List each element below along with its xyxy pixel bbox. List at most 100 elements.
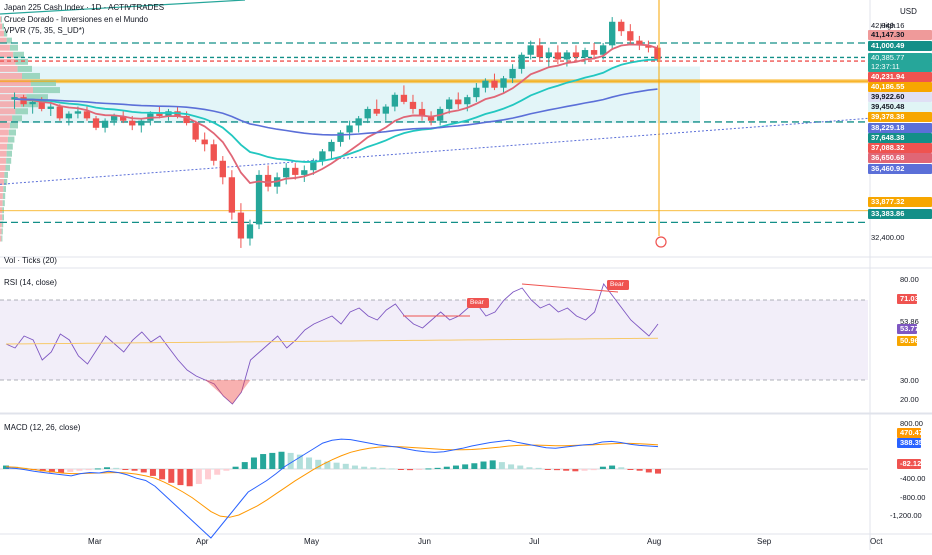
candle-body — [310, 160, 317, 171]
candle-body — [74, 111, 82, 114]
x-tick-jul: Jul — [529, 537, 540, 546]
price-scale-label: 37,088.32 — [868, 143, 932, 153]
macd-histogram-bar — [287, 452, 294, 469]
macd-histogram-bar — [480, 461, 487, 469]
vpvr-down-bar — [0, 207, 3, 214]
vpvr-down-bar — [0, 87, 33, 94]
macd-histogram-bar — [232, 466, 239, 469]
volume-legend[interactable]: Vol · Ticks (20) — [4, 256, 57, 265]
candle-body — [183, 116, 190, 124]
x-tick-oct: Oct — [870, 537, 883, 546]
candle-body — [201, 139, 208, 145]
macd-histogram-bar — [379, 467, 386, 469]
vpvr-down-bar — [0, 157, 7, 164]
vpvr-down-bar — [0, 30, 4, 37]
macd-histogram-bar — [342, 463, 349, 469]
vpvr-up-bar — [15, 108, 28, 115]
indicator-vpvr[interactable]: VPVR (75, 35, S_UD*) — [4, 26, 85, 35]
indicator-golden-cross[interactable]: Cruce Dorado - Inversiones en el Mundo — [4, 15, 149, 24]
vpvr-down-bar — [0, 129, 9, 136]
candle-body — [400, 94, 408, 102]
vpvr-down-bar — [0, 101, 21, 108]
candle-body — [11, 97, 18, 100]
macd-histogram-bar — [306, 457, 313, 469]
macd-legend[interactable]: MACD (12, 26, close) — [4, 423, 81, 432]
vpvr-down-bar — [0, 115, 13, 122]
macd-tick: -800.00 — [900, 493, 926, 502]
vpvr-down-bar — [0, 221, 2, 228]
vpvr-down-bar — [0, 200, 3, 207]
macd-histogram-bar — [508, 464, 515, 469]
candle-body — [301, 170, 308, 175]
x-tick-may: May — [304, 537, 320, 546]
macd-histogram-bar — [85, 469, 92, 471]
symbol-title[interactable]: Japan 225 Cash Index · 1D · ACTIVTRADES — [4, 3, 165, 12]
candle-body — [581, 50, 589, 58]
price-scale-label: 42,049.16 — [871, 21, 905, 30]
macd-current-label: -82.12 — [897, 459, 921, 469]
macd-histogram-bar — [195, 469, 202, 484]
macd-histogram-bar — [425, 468, 432, 470]
vpvr-up-bar — [22, 72, 40, 79]
macd-histogram-bar — [351, 465, 358, 469]
macd-histogram-bar — [407, 469, 414, 471]
vpvr-up-bar — [15, 58, 28, 65]
candle-body — [47, 106, 54, 109]
bear-label-box — [467, 298, 489, 308]
rsi-oversold-fill — [205, 380, 251, 404]
vpvr-up-bar — [2, 193, 6, 200]
vpvr-up-bar — [30, 80, 56, 87]
macd-histogram-bar — [250, 457, 257, 469]
currency-label[interactable]: USD — [900, 7, 917, 16]
vpvr-down-bar — [0, 228, 2, 235]
candle-body — [120, 116, 127, 121]
macd-histogram-bar — [48, 469, 55, 473]
vpvr-down-bar — [0, 108, 16, 115]
price-scale-label: 40,231.94 — [868, 72, 932, 82]
candle-body — [599, 45, 607, 55]
macd-histogram-bar — [39, 469, 46, 472]
vpvr-down-bar — [0, 193, 3, 200]
vpvr-up-bar — [9, 44, 18, 51]
candle-body — [654, 47, 661, 60]
vpvr-down-bar — [0, 178, 4, 185]
macd-histogram-bar — [563, 469, 570, 471]
price-scale-label: 12:37:11 — [868, 62, 932, 72]
bear-divergence-line — [521, 283, 619, 293]
price-scale-label: 40,186.55 — [868, 82, 932, 92]
volume-profile — [0, 16, 60, 242]
macd-histogram-bar — [104, 467, 111, 469]
macd-histogram-bar — [462, 464, 469, 469]
candle-body — [373, 108, 380, 114]
candle-body — [554, 52, 562, 60]
candle-body — [38, 101, 45, 109]
macd-histogram-bar — [76, 469, 83, 471]
rsi-legend[interactable]: RSI (14, close) — [4, 278, 57, 287]
candle-body — [210, 144, 217, 161]
macd-histogram-bar — [609, 465, 616, 469]
macd-histogram-bar — [241, 462, 248, 469]
price-scale-label: 41,000.49 — [868, 41, 932, 51]
macd-histogram-bar — [3, 465, 9, 469]
candle-body — [364, 108, 371, 119]
x-tick-aug: Aug — [647, 537, 662, 546]
macd-histogram-bar — [186, 469, 193, 487]
candle-body — [219, 160, 226, 178]
price-scale-label: 36,650.68 — [868, 153, 932, 163]
trend-line — [0, 0, 246, 15]
candle-body — [328, 141, 335, 152]
candle-body — [509, 68, 516, 79]
macd-histogram-bar — [627, 469, 634, 470]
macd-histogram-bar — [553, 469, 560, 471]
candle-body — [464, 97, 471, 105]
candle-body — [56, 106, 63, 119]
candle-body — [491, 80, 498, 88]
candle-body — [101, 120, 109, 128]
bear-label: Bear — [470, 299, 484, 306]
macd-histogram-bar — [140, 469, 147, 473]
bear-label: Bear — [610, 281, 624, 288]
candle-body — [355, 118, 362, 126]
candle-body — [92, 118, 100, 128]
moving-average-line — [14, 58, 658, 163]
